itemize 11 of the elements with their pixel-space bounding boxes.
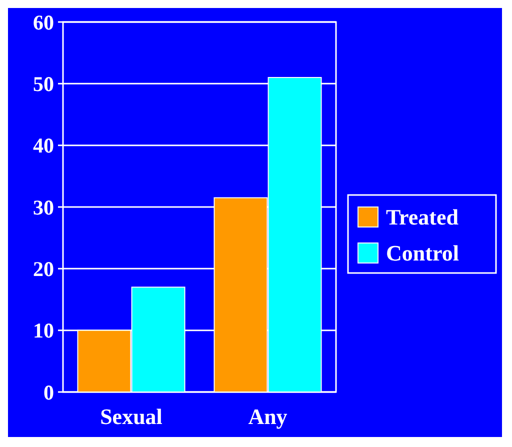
x-tick-label: Any (248, 404, 288, 429)
y-tick-label: 60 (33, 10, 54, 34)
y-tick-label: 20 (33, 257, 54, 282)
y-tick-label: 30 (33, 195, 54, 220)
y-tick-label: 50 (33, 72, 54, 96)
legend-label: Control (386, 240, 459, 266)
x-tick-label: Sexual (100, 404, 162, 429)
y-tick-label: 0 (44, 380, 54, 404)
y-tick-label: 40 (33, 134, 54, 158)
legend-label: Treated (386, 204, 458, 230)
y-tick-label: 10 (33, 318, 54, 343)
